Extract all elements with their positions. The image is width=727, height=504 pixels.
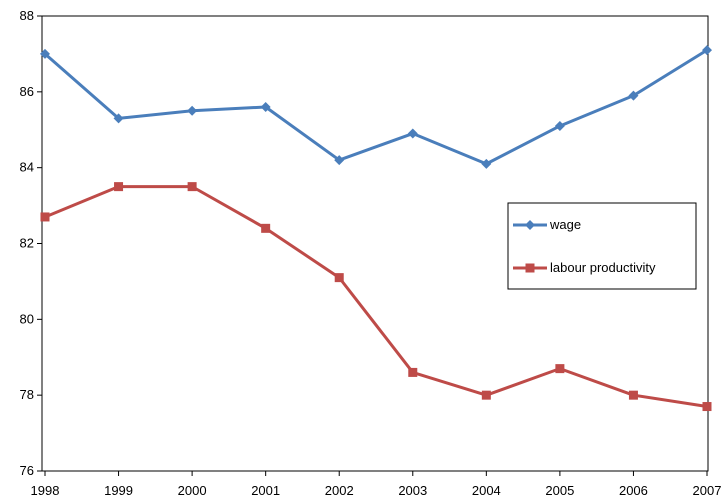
data-point-labour-productivity <box>261 223 271 233</box>
data-point-labour-productivity <box>702 402 712 412</box>
legend-label: wage <box>549 217 581 232</box>
x-tick-label: 2000 <box>178 483 207 498</box>
data-point-labour-productivity <box>555 364 565 374</box>
data-point-labour-productivity <box>334 273 344 283</box>
x-tick-label: 2007 <box>693 483 722 498</box>
data-point-wage <box>113 113 124 124</box>
data-point-wage <box>628 90 639 101</box>
legend-box <box>507 202 697 290</box>
y-tick-label: 76 <box>20 463 34 478</box>
x-tick-label: 1999 <box>104 483 133 498</box>
series-layer <box>40 45 712 412</box>
data-point-wage <box>702 45 712 56</box>
series-labour-productivity <box>40 182 712 412</box>
data-point-labour-productivity <box>481 390 491 400</box>
data-point-labour-productivity <box>114 182 124 192</box>
x-tick-label: 2003 <box>398 483 427 498</box>
y-tick-label: 80 <box>20 311 34 326</box>
data-point-wage <box>407 128 418 139</box>
y-tick-label: 82 <box>20 236 34 251</box>
legend: wage labour productivity <box>507 202 697 290</box>
y-tick-label: 86 <box>20 84 34 99</box>
x-tick-label: 2004 <box>472 483 501 498</box>
data-point-wage <box>554 120 565 131</box>
x-tick-label: 2002 <box>325 483 354 498</box>
series-line-wage <box>44 48 708 166</box>
series-line-labour-productivity <box>44 185 708 409</box>
data-point-wage <box>260 102 271 112</box>
data-point-wage <box>187 105 198 116</box>
data-point-wage <box>40 48 50 59</box>
y-axis: 76 78 80 82 84 86 88 <box>20 8 42 478</box>
legend-marker <box>525 220 535 230</box>
data-point-labour-productivity <box>187 182 197 192</box>
y-tick-label: 88 <box>20 8 34 23</box>
data-point-labour-productivity <box>408 367 418 377</box>
x-axis: 1998 1999 2000 2001 2002 2003 2004 2005 2006 2007 <box>31 471 722 498</box>
series-wage <box>40 45 712 169</box>
legend-marker <box>525 263 535 273</box>
y-tick-label: 84 <box>20 160 34 175</box>
data-point-labour-productivity <box>628 390 638 400</box>
x-tick-label: 2005 <box>545 483 574 498</box>
data-point-wage <box>334 155 345 166</box>
x-tick-label: 2006 <box>619 483 648 498</box>
legend-label: labour productivity <box>550 260 656 275</box>
y-tick-label: 78 <box>20 387 34 402</box>
legend-item-wage: wage <box>513 217 581 232</box>
x-tick-label: 2001 <box>251 483 280 498</box>
legend-item-labour-productivity: labour productivity <box>513 260 656 275</box>
data-point-wage <box>481 158 492 169</box>
x-tick-label: 1998 <box>31 483 60 498</box>
data-point-labour-productivity <box>40 212 50 222</box>
